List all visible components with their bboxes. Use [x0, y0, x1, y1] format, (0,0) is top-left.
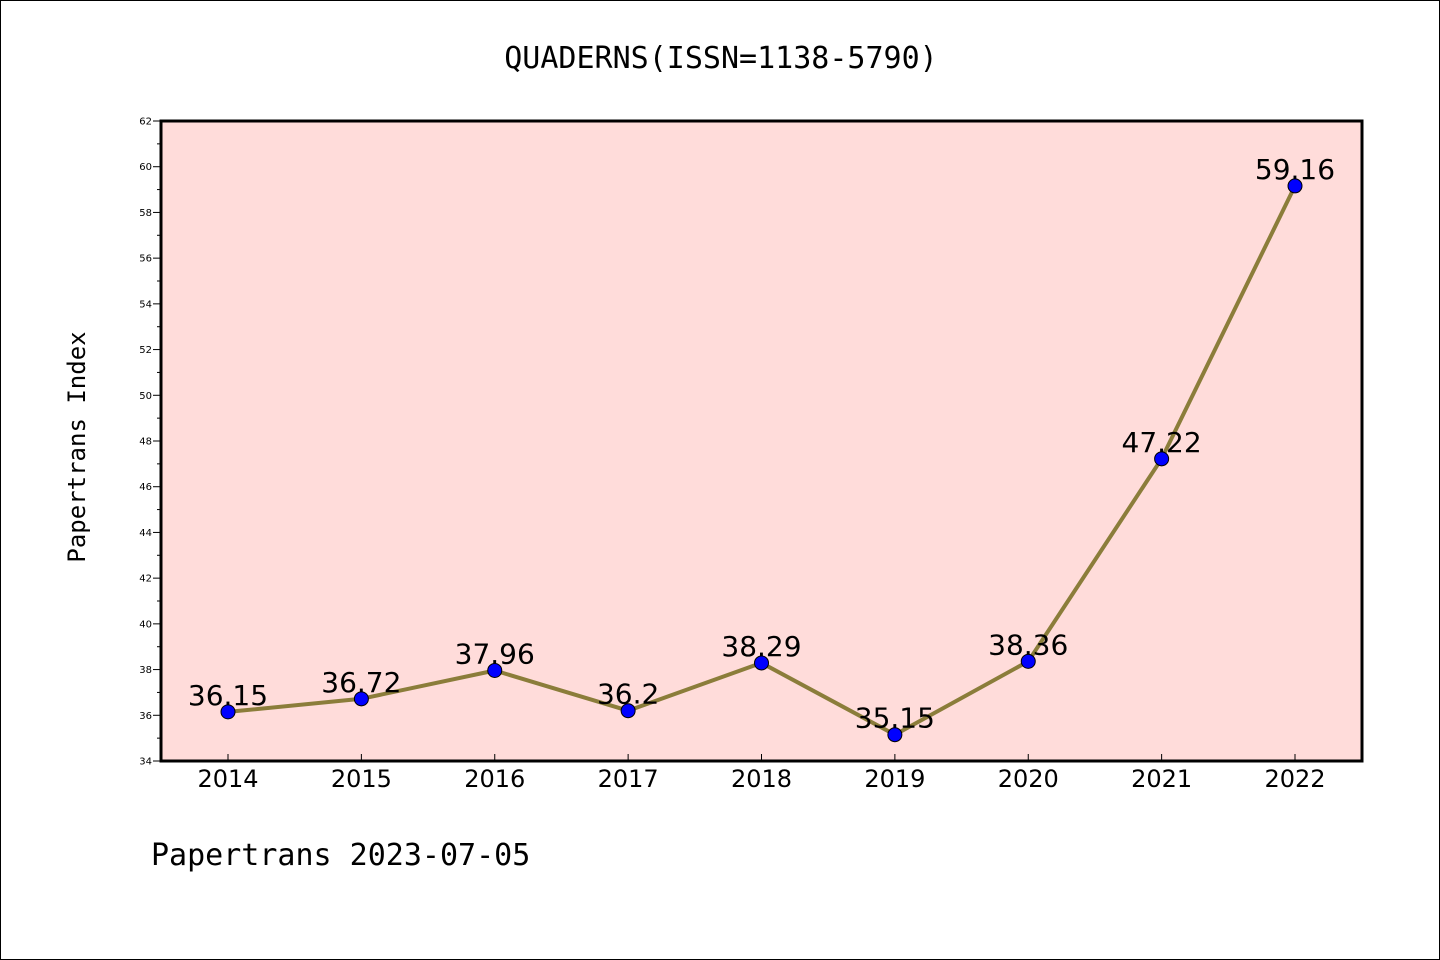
y-tick-label: 48 — [139, 437, 152, 448]
y-tick-label: 36 — [139, 711, 152, 722]
y-tick-label: 56 — [139, 254, 152, 265]
y-tick-label: 42 — [139, 574, 152, 585]
data-label: 36.2 — [597, 678, 659, 711]
y-tick-label: 62 — [139, 117, 152, 128]
data-labels: 36.15 36.72 37.96 36.2 38.29 35.15 38.36 47.22 5… — [188, 153, 1335, 735]
series-markers — [220, 178, 1303, 743]
x-tick-label: 2016 — [464, 765, 525, 793]
y-tick-label: 40 — [139, 619, 152, 630]
y-tick-label: 44 — [139, 528, 152, 539]
data-label: 38.36 — [988, 628, 1068, 661]
x-tick-label: 2021 — [1131, 765, 1192, 793]
y-tick-label: 34 — [139, 757, 152, 768]
x-tick-label: 2015 — [331, 765, 392, 793]
y-tick-label: 54 — [139, 299, 152, 310]
data-label: 35.15 — [855, 702, 935, 735]
y-tick-label: 38 — [139, 665, 152, 676]
data-point — [353, 691, 369, 707]
y-tick-label: 50 — [139, 391, 152, 402]
data-point — [1154, 451, 1170, 467]
data-point — [620, 703, 636, 719]
x-tick-label: 2020 — [998, 765, 1059, 793]
y-tick-label: 46 — [139, 482, 152, 493]
y-tick-label: 52 — [139, 345, 152, 356]
data-point — [487, 662, 503, 678]
x-tick-label: 2017 — [598, 765, 659, 793]
y-axis-title: Papertrans Index — [63, 331, 91, 562]
data-point — [1287, 178, 1303, 194]
data-label: 36.15 — [188, 679, 268, 712]
data-label: 59.16 — [1255, 153, 1335, 186]
y-tick-label: 60 — [139, 162, 152, 173]
data-label: 36.72 — [321, 666, 401, 699]
y-axis: 34 36 38 40 42 44 46 48 50 52 54 56 58 60 62 — [139, 117, 161, 768]
plot-area — [161, 121, 1362, 761]
x-tick-label: 2018 — [731, 765, 792, 793]
data-label: 38.29 — [721, 630, 801, 663]
footer-text: Papertrans 2023-07-05 — [151, 838, 530, 873]
data-point — [1020, 653, 1036, 669]
chart-title: QUADERNS(ISSN=1138-5790) — [504, 41, 937, 76]
data-point — [754, 655, 769, 671]
plot-border — [159, 119, 1364, 763]
x-tick-label: 2019 — [864, 765, 925, 793]
data-label: 47.22 — [1122, 426, 1202, 459]
data-label: 37.96 — [455, 637, 535, 670]
data-point — [887, 727, 903, 743]
y-tick-label: 58 — [139, 208, 152, 219]
x-axis: 2014 2015 2016 2017 2018 2019 2020 2021 2022 — [197, 754, 1326, 793]
data-point — [220, 704, 236, 720]
x-tick-label: 2014 — [197, 765, 258, 793]
x-tick-label: 2022 — [1264, 765, 1325, 793]
